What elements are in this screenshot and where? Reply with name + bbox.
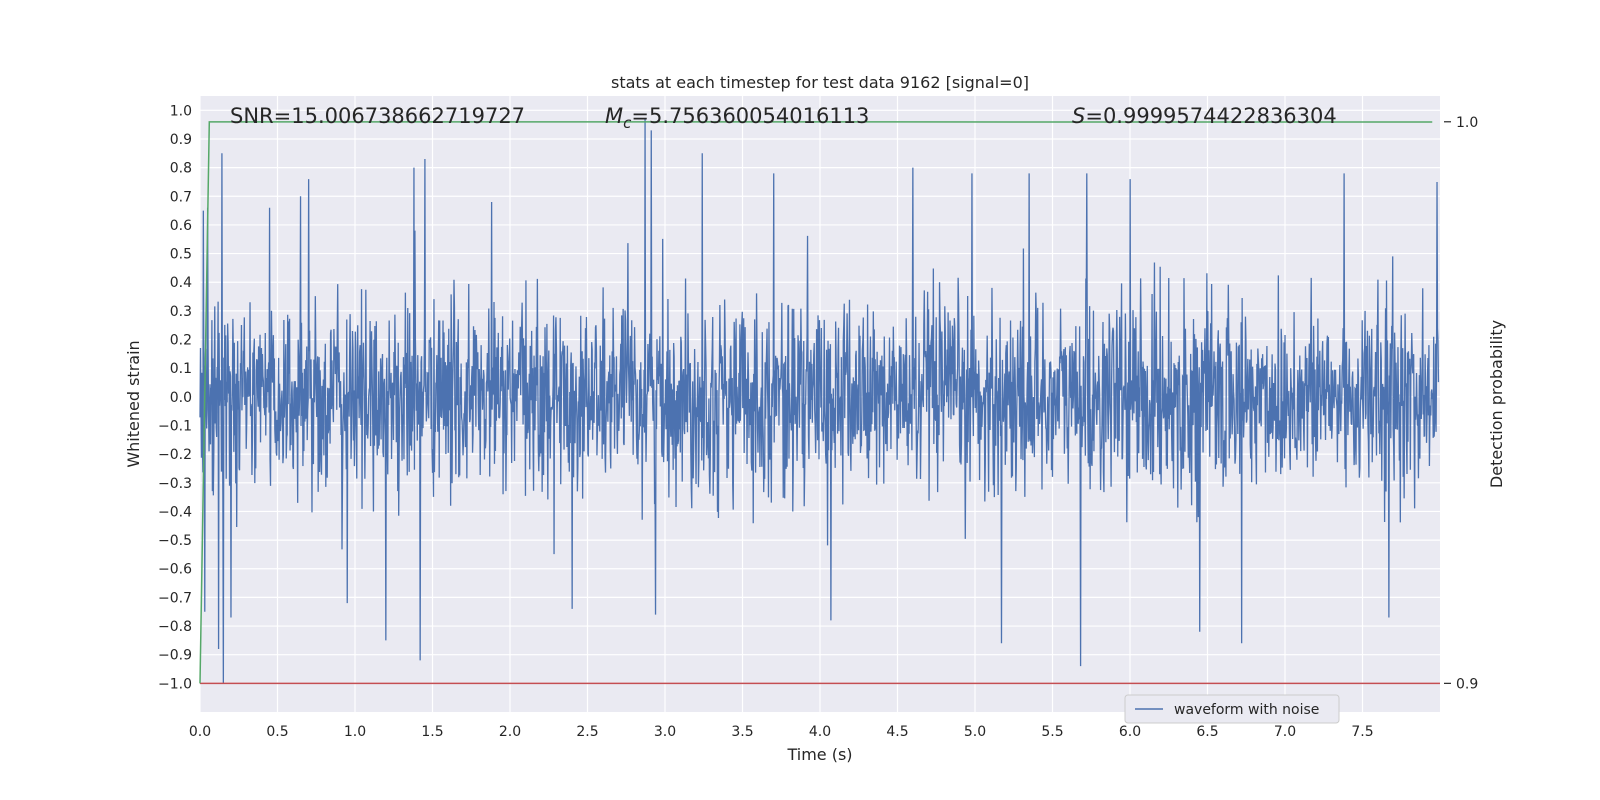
y-tick-label: 0.1 [170, 361, 192, 377]
x-axis-label: Time (s) [786, 745, 852, 764]
mc-annotation: Mc=5.756360054016113 [605, 104, 869, 132]
y2-tick-label: 1.0 [1456, 115, 1478, 131]
y-tick-label: 0.5 [170, 247, 192, 263]
x-axis-ticks: 0.0 0.5 1.0 1.5 2.0 2.5 3.0 3.5 4.0 4.5 5.0 5.5 6.0 6… [189, 724, 1374, 740]
y-tick-label: −0.3 [158, 476, 192, 492]
s-symbol: S [1072, 104, 1085, 128]
legend: waveform with noise [1124, 694, 1340, 724]
chart-title: stats at each timestep for test data 916… [611, 73, 1029, 92]
x-tick-label: 7.5 [1351, 724, 1373, 740]
y2-axis-label: Detection probability [1487, 320, 1506, 488]
x-tick-label: 1.5 [421, 724, 443, 740]
plot-lines [199, 118, 1440, 685]
x-tick-label: 0.0 [189, 724, 211, 740]
y-axis-ticks: 1.0 0.9 0.8 0.7 0.6 0.5 0.4 0.3 0.2 0.1 0.0 −0.1 −0.… [158, 103, 192, 692]
mc-value: =5.756360054016113 [631, 104, 869, 128]
y-tick-label: 0.4 [170, 275, 192, 291]
legend-label: waveform with noise [1174, 702, 1319, 718]
x-tick-label: 6.0 [1119, 724, 1141, 740]
x-tick-label: 6.5 [1196, 724, 1218, 740]
y-tick-label: −0.5 [158, 533, 192, 549]
x-tick-label: 4.5 [886, 724, 908, 740]
y-tick-label: 0.8 [170, 161, 192, 177]
y-tick-label: −0.7 [158, 590, 192, 606]
y-tick-label: −1.0 [158, 676, 192, 692]
y2-axis-ticks: 1.0 0.9 [1444, 115, 1478, 692]
x-tick-label: 3.0 [654, 724, 676, 740]
x-tick-label: 2.5 [576, 724, 598, 740]
snr-prefix: SNR= [230, 104, 291, 128]
x-tick-label: 1.0 [344, 724, 366, 740]
y-tick-label: −0.1 [158, 418, 192, 434]
y-tick-label: −0.9 [158, 648, 192, 664]
y-tick-label: 0.3 [170, 304, 192, 320]
waveform-with-noise-line [199, 118, 1440, 684]
s-annotation: S=0.9999574422836304 [1072, 104, 1337, 128]
y-axis-label: Whitened strain [124, 340, 143, 467]
y-tick-label: −0.6 [158, 562, 192, 578]
snr-annotation: SNR=15.006738662719727 [230, 104, 525, 128]
x-tick-label: 4.0 [809, 724, 831, 740]
y-tick-label: 0.6 [170, 218, 192, 234]
legend-box [1124, 694, 1340, 724]
x-tick-label: 7.0 [1274, 724, 1296, 740]
y-tick-label: −0.8 [158, 619, 192, 635]
y-tick-label: −0.4 [158, 504, 192, 520]
y-tick-label: 1.0 [170, 103, 192, 119]
x-tick-label: 5.5 [1041, 724, 1063, 740]
snr-value: 15.006738662719727 [291, 104, 525, 128]
s-value: =0.9999574422836304 [1085, 104, 1336, 128]
mc-symbol: M [605, 104, 623, 128]
y2-tick-label: 0.9 [1456, 676, 1478, 692]
y-tick-label: 0.9 [170, 132, 192, 148]
x-tick-label: 3.5 [731, 724, 753, 740]
y-tick-label: 0.2 [170, 333, 192, 349]
x-tick-label: 2.0 [499, 724, 521, 740]
x-tick-label: 0.5 [266, 724, 288, 740]
y-tick-label: 0.7 [170, 189, 192, 205]
mc-subscript: c [623, 114, 632, 132]
y-tick-label: 0.0 [170, 390, 192, 406]
y-tick-label: −0.2 [158, 447, 192, 463]
x-tick-label: 5.0 [964, 724, 986, 740]
detection-probability-line [199, 121, 1433, 684]
